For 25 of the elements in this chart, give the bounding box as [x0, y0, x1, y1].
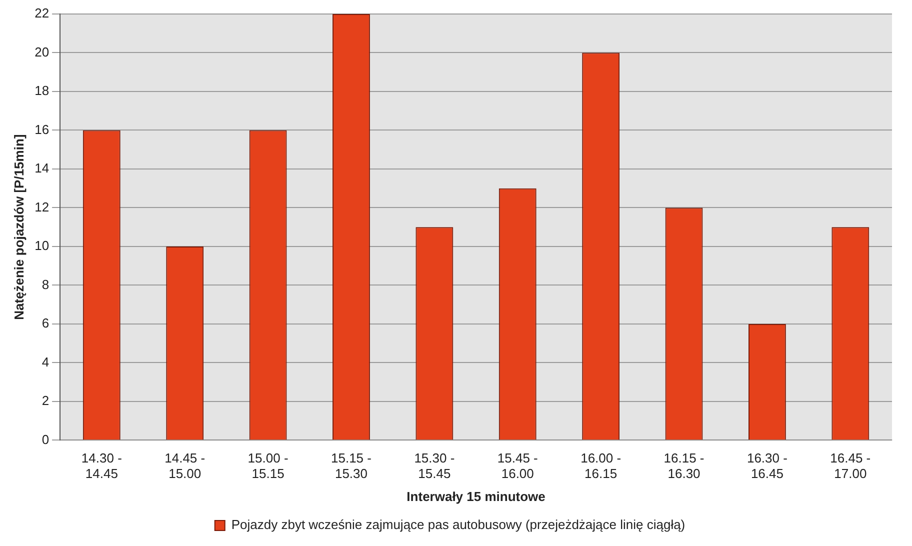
y-tick-label: 10 [34, 238, 50, 254]
x-tick-label: 14.45 - 15.00 [164, 450, 206, 482]
x-tick-label: 16.30 - 16.45 [746, 450, 788, 482]
x-tick-label: 15.00 - 15.15 [248, 450, 288, 482]
legend-label: Pojazdy zbyt wcześnie zajmujące pas autobusowy (przejeżdżające linię ciągłą) [231, 517, 686, 532]
x-tick-label: 16.45 - 17.00 [830, 450, 871, 482]
x-tick-label: 14.30 - 14.45 [81, 450, 122, 482]
y-tick-label: 6 [42, 316, 50, 331]
x-tick-label: 15.45 - 16.00 [497, 450, 538, 482]
y-tick-label: 22 [34, 6, 50, 21]
y-tick-label: 0 [42, 432, 50, 447]
x-tick-label: 16.00 - 16.15 [580, 450, 622, 482]
y-tick-label: 4 [42, 354, 50, 370]
y-tick-label: 16 [34, 122, 50, 137]
x-axis-title: Interwały 15 minutowe [406, 488, 546, 504]
x-tick-label: 15.15 - 15.30 [330, 450, 372, 482]
x-tick-label: 16.15 - 16.30 [664, 450, 704, 482]
y-tick-label: 18 [34, 83, 50, 98]
y-tick-label: 20 [34, 44, 50, 60]
x-tick-label: 15.30 - 15.45 [414, 450, 455, 482]
y-tick-label: 8 [42, 276, 50, 292]
y-tick-label: 2 [42, 393, 50, 408]
y-tick-label: 14 [34, 160, 50, 176]
y-axis-title: Natężenie pojazdów [P/15min] [11, 134, 26, 320]
y-tick-label: 12 [34, 199, 50, 214]
